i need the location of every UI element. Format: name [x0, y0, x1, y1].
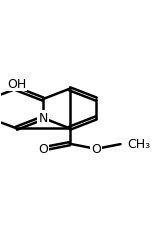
Text: OH: OH — [7, 77, 26, 90]
Text: CH₃: CH₃ — [128, 138, 151, 151]
Text: O: O — [91, 143, 101, 156]
Text: N: N — [38, 112, 48, 125]
Text: O: O — [38, 143, 48, 156]
